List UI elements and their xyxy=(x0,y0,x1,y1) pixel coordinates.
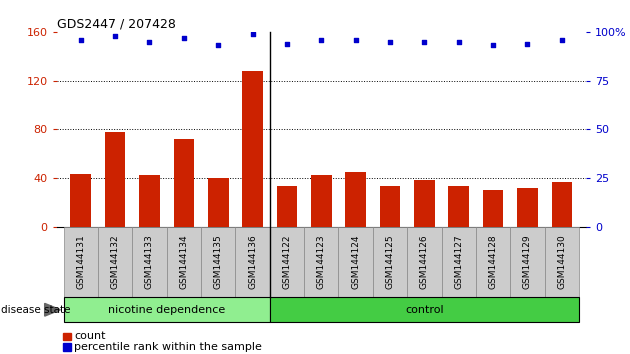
Text: percentile rank within the sample: percentile rank within the sample xyxy=(74,342,262,352)
Text: GDS2447 / 207428: GDS2447 / 207428 xyxy=(57,18,176,31)
Point xyxy=(213,43,223,48)
Bar xyxy=(243,71,263,227)
Point xyxy=(76,37,86,42)
Text: GSM144133: GSM144133 xyxy=(145,235,154,289)
Text: GSM144123: GSM144123 xyxy=(317,235,326,289)
Bar xyxy=(71,174,91,227)
Text: GSM144136: GSM144136 xyxy=(248,235,257,289)
Point xyxy=(351,37,361,42)
Text: GSM144134: GSM144134 xyxy=(180,235,188,289)
Text: count: count xyxy=(74,331,106,342)
Bar xyxy=(345,172,366,227)
Bar xyxy=(311,176,331,227)
Text: control: control xyxy=(405,305,444,315)
Point xyxy=(454,39,464,45)
Bar xyxy=(208,178,229,227)
Point xyxy=(110,33,120,39)
Bar xyxy=(517,188,538,227)
Text: disease state: disease state xyxy=(1,305,71,315)
Text: GSM144131: GSM144131 xyxy=(76,235,85,289)
Bar xyxy=(139,176,160,227)
Point xyxy=(557,37,567,42)
Bar xyxy=(105,132,125,227)
Text: GSM144122: GSM144122 xyxy=(282,235,292,289)
Text: GSM144132: GSM144132 xyxy=(111,235,120,289)
Bar xyxy=(277,187,297,227)
Bar xyxy=(380,187,400,227)
Text: GSM144129: GSM144129 xyxy=(523,235,532,289)
Point xyxy=(385,39,395,45)
Point xyxy=(522,41,532,46)
Point xyxy=(144,39,154,45)
Bar xyxy=(449,187,469,227)
Text: GSM144127: GSM144127 xyxy=(454,235,463,289)
Bar xyxy=(483,190,503,227)
Bar xyxy=(414,180,435,227)
Text: nicotine dependence: nicotine dependence xyxy=(108,305,226,315)
Point xyxy=(420,39,430,45)
Point xyxy=(316,37,326,42)
Text: GSM144128: GSM144128 xyxy=(489,235,498,289)
Text: GSM144126: GSM144126 xyxy=(420,235,429,289)
Bar xyxy=(551,182,572,227)
Bar xyxy=(173,139,194,227)
Point xyxy=(488,43,498,48)
Point xyxy=(248,31,258,37)
Point xyxy=(282,41,292,46)
Text: GSM144135: GSM144135 xyxy=(214,235,223,289)
Text: GSM144125: GSM144125 xyxy=(386,235,394,289)
Text: GSM144130: GSM144130 xyxy=(558,235,566,289)
Text: GSM144124: GSM144124 xyxy=(351,235,360,289)
Point xyxy=(179,35,189,41)
